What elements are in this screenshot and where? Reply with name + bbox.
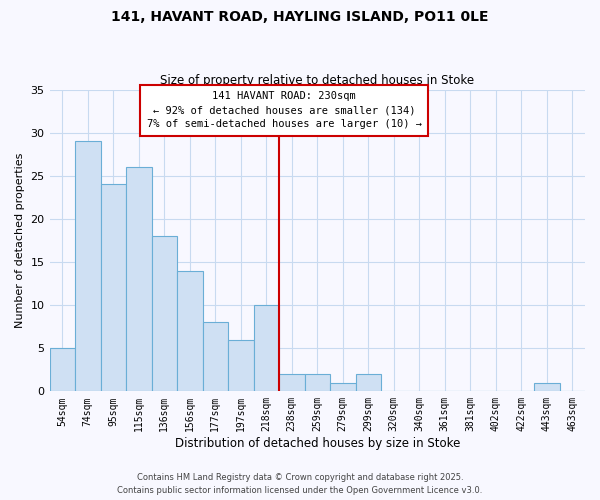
Bar (203, 322, 228, 392)
Bar (177, 270, 203, 392)
Text: 141 HAVANT ROAD: 230sqm
← 92% of detached houses are smaller (134)
7% of semi-de: 141 HAVANT ROAD: 230sqm ← 92% of detache… (146, 92, 422, 130)
Text: 141, HAVANT ROAD, HAYLING ISLAND, PO11 0LE: 141, HAVANT ROAD, HAYLING ISLAND, PO11 0… (111, 10, 489, 24)
Bar (534, 382, 560, 392)
Bar (50, 348, 75, 392)
Bar (254, 305, 279, 392)
Bar (305, 374, 330, 392)
Bar (101, 184, 126, 392)
Y-axis label: Number of detached properties: Number of detached properties (15, 153, 25, 328)
Bar (279, 374, 305, 392)
Bar (152, 236, 177, 392)
X-axis label: Distribution of detached houses by size in Stoke: Distribution of detached houses by size … (175, 437, 460, 450)
Text: Contains HM Land Registry data © Crown copyright and database right 2025.
Contai: Contains HM Land Registry data © Crown c… (118, 474, 482, 495)
Bar (330, 382, 356, 392)
Bar (356, 374, 381, 392)
Bar (228, 340, 254, 392)
Title: Size of property relative to detached houses in Stoke: Size of property relative to detached ho… (160, 74, 475, 87)
Bar (75, 142, 101, 392)
Bar (126, 167, 152, 392)
